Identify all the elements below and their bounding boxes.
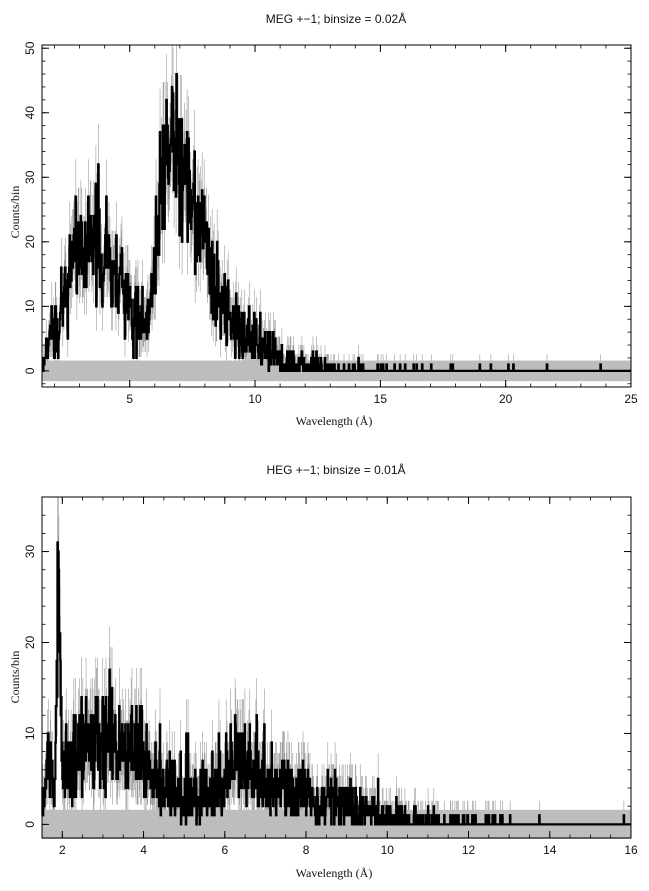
meg-y-tick-label: 40 xyxy=(23,106,37,120)
meg-x-tick-label: 20 xyxy=(499,392,513,406)
heg-y-tick-label: 10 xyxy=(23,726,37,740)
meg-x-tick-label: 25 xyxy=(624,392,638,406)
meg-ticks: 5 10 15 20 25 0 10 20 30 40 50 xyxy=(23,41,638,406)
heg-error-path xyxy=(41,497,625,830)
heg-x-axis-label: Wavelength (Å) xyxy=(296,866,373,880)
meg-plot-frame xyxy=(41,44,632,388)
heg-ticks: 2 4 6 8 10 12 14 16 0 10 20 30 xyxy=(23,496,638,857)
heg-y-tick-label: 20 xyxy=(23,635,37,649)
heg-x-tick-label: 10 xyxy=(381,843,395,857)
meg-y-tick-label: 10 xyxy=(23,299,37,313)
heg-x-tick-label: 14 xyxy=(543,843,557,857)
meg-y-tick-label: 30 xyxy=(23,170,37,184)
heg-x-tick-label: 6 xyxy=(221,843,228,857)
meg-error-bars xyxy=(43,45,601,375)
meg-panel: MEG +−1; binsize = 0.02Å 5 10 15 20 25 0 10 20 3… xyxy=(8,11,638,428)
heg-y-axis-label: Counts/bin xyxy=(8,651,22,704)
meg-x-axis-label: Wavelength (Å) xyxy=(296,414,373,428)
heg-title: HEG +−1; binsize = 0.01Å xyxy=(266,462,405,477)
meg-x-tick-label: 5 xyxy=(126,392,133,406)
heg-x-tick-label: 16 xyxy=(624,843,638,857)
heg-plot-frame xyxy=(41,496,632,839)
meg-spectrum xyxy=(42,72,631,372)
meg-y-axis-label: Counts/bin xyxy=(8,186,22,239)
meg-x-tick-label: 10 xyxy=(248,392,262,406)
heg-spectrum xyxy=(41,541,631,826)
heg-step-line xyxy=(41,541,631,826)
meg-step-line xyxy=(42,72,631,372)
meg-x-tick-label: 15 xyxy=(374,392,388,406)
heg-x-tick-label: 2 xyxy=(59,843,66,857)
meg-y-tick-label: 20 xyxy=(23,235,37,249)
heg-panel: HEG +−1; binsize = 0.01Å 2 4 6 8 10 12 14 16 0 10… xyxy=(8,462,638,880)
heg-x-tick-label: 4 xyxy=(140,843,147,857)
heg-x-tick-label: 12 xyxy=(462,843,476,857)
heg-x-tick-label: 8 xyxy=(303,843,310,857)
meg-y-tick-label: 50 xyxy=(23,41,37,55)
heg-y-tick-label: 0 xyxy=(23,821,37,828)
meg-y-tick-label: 0 xyxy=(23,367,37,374)
heg-error-bars xyxy=(41,497,625,830)
meg-error-path xyxy=(43,45,601,375)
heg-y-tick-label: 30 xyxy=(23,545,37,559)
meg-title: MEG +−1; binsize = 0.02Å xyxy=(266,11,406,26)
